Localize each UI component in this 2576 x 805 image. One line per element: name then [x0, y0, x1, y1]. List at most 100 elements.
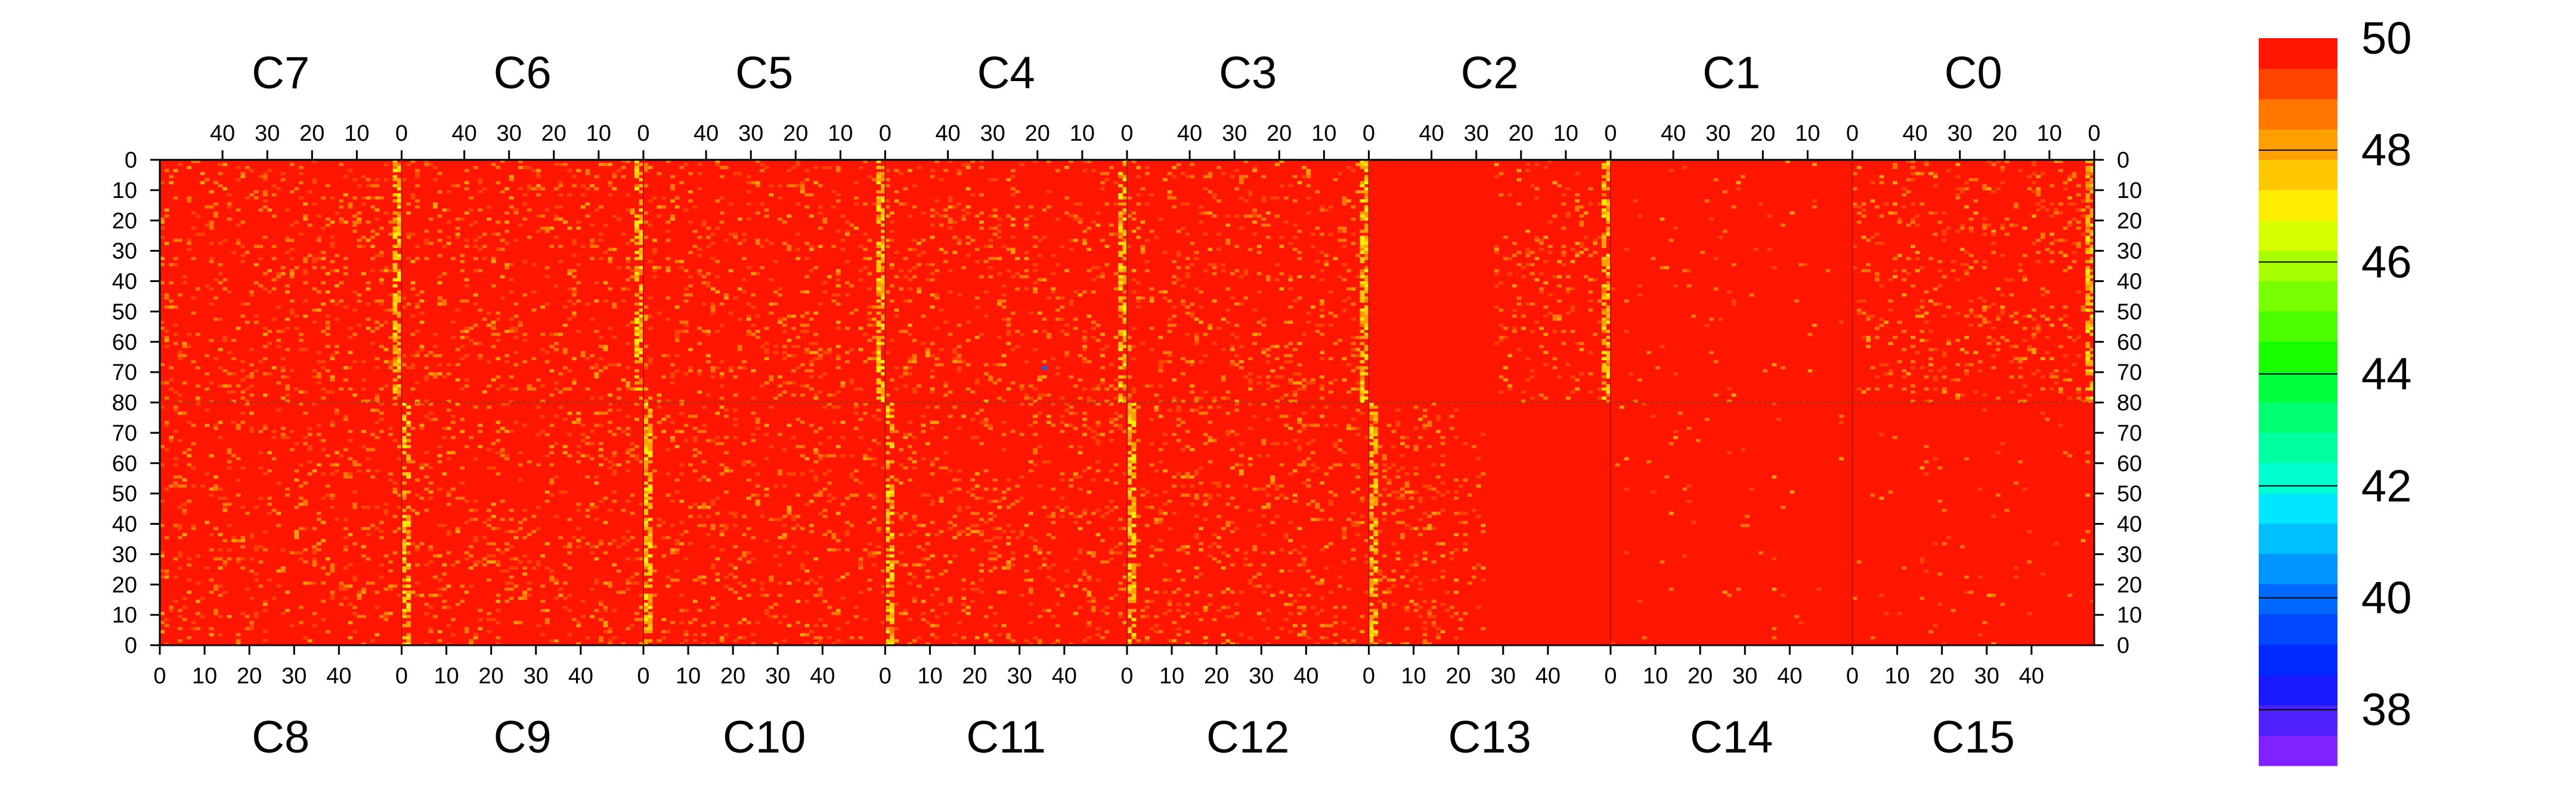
heatmap-cell: [1256, 214, 1262, 218]
heatmap-cell: [1946, 339, 1951, 342]
heatmap-cell: [589, 354, 595, 357]
heatmap-cell: [625, 256, 630, 261]
heatmap-cell: [383, 618, 389, 621]
heatmap-cell: [1561, 262, 1566, 267]
heatmap-cell: [236, 326, 241, 330]
heatmap-cell: [330, 354, 335, 357]
heatmap-cell: [1351, 336, 1356, 339]
heatmap-cell: [294, 469, 299, 473]
heatmap-cell: [2067, 175, 2072, 178]
heatmap-cell: [701, 281, 707, 284]
heatmap-cell: [1543, 396, 1549, 400]
heatmap-cell: [1977, 296, 1983, 300]
heatmap-cell: [518, 642, 523, 646]
heatmap-cell: [330, 378, 335, 382]
heatmap-cell: [410, 281, 416, 284]
heatmap-cell: [917, 290, 921, 294]
heatmap-cell: [2027, 348, 2032, 351]
heatmap-cell: [1364, 314, 1369, 318]
heatmap-cell: [2013, 354, 2018, 357]
heatmap-cell: [2031, 372, 2036, 376]
heatmap-cell: [639, 329, 644, 333]
heatmap-cell: [334, 345, 339, 348]
heatmap-cell: [2089, 250, 2095, 255]
heatmap-cell: [1051, 296, 1056, 300]
heatmap-cell: [1494, 247, 1499, 251]
heatmap-cell: [544, 360, 550, 364]
heatmap-cell: [549, 369, 555, 373]
heatmap-cell: [504, 187, 510, 191]
heatmap-cell: [876, 369, 881, 373]
heatmap-cell: [576, 538, 581, 543]
heatmap-cell: [1288, 305, 1293, 309]
heatmap-cell: [392, 269, 398, 273]
heatmap-cell: [1154, 236, 1159, 239]
heatmap-cell: [253, 281, 259, 284]
heatmap-cell: [1968, 217, 1974, 221]
heatmap-cell: [253, 244, 259, 248]
heatmap-cell: [934, 160, 939, 163]
heatmap-cell: [540, 348, 546, 351]
heatmap-cell: [1154, 202, 1159, 206]
heatmap-cell: [540, 187, 546, 191]
heatmap-cell: [392, 323, 398, 327]
heatmap-cell: [433, 166, 438, 169]
heatmap-cell: [262, 178, 268, 181]
heatmap-cell: [2049, 372, 2054, 376]
heatmap-cell: [876, 199, 881, 203]
heatmap-cell: [352, 393, 357, 397]
heatmap-cell: [1574, 387, 1580, 391]
heatmap-cell: [401, 584, 407, 588]
heatmap-cell: [674, 196, 680, 200]
heatmap-cell: [1360, 296, 1365, 300]
heatmap-cell: [1113, 272, 1119, 275]
heatmap-cell: [253, 369, 259, 373]
heatmap-cell: [1512, 284, 1517, 287]
heatmap-cell: [289, 178, 295, 181]
heatmap-cell: [397, 166, 402, 169]
heatmap-cell: [1668, 169, 1674, 172]
heatmap-cell: [1364, 296, 1369, 300]
heatmap-cell: [1857, 166, 1862, 169]
heatmap-cell: [227, 230, 232, 233]
heatmap-cell: [1292, 399, 1298, 403]
heatmap-cell: [424, 399, 429, 403]
heatmap-cell: [218, 366, 223, 370]
heatmap-cell: [1117, 348, 1123, 351]
heatmap-cell: [1100, 332, 1105, 336]
heatmap-cell: [464, 627, 469, 630]
heatmap-cell: [1136, 202, 1141, 206]
heatmap-cell: [1158, 217, 1163, 221]
heatmap-cell: [218, 593, 223, 597]
heatmap-cell: [178, 527, 182, 530]
heatmap-cell: [661, 375, 666, 379]
heatmap-cell: [240, 466, 245, 470]
heatmap-cell: [1342, 199, 1347, 203]
heatmap-cell: [361, 590, 366, 594]
heatmap-cell: [965, 166, 971, 169]
heatmap-cell: [2085, 293, 2090, 297]
heatmap-cell: [1902, 375, 1906, 379]
heatmap-cell: [1274, 375, 1280, 379]
heatmap-cell: [392, 284, 398, 287]
heatmap-cell: [1601, 302, 1606, 306]
heatmap-cell: [2072, 172, 2077, 175]
heatmap-cell: [227, 557, 232, 561]
heatmap-cell: [303, 548, 308, 552]
heatmap-cell: [357, 293, 362, 297]
heatmap-cell: [1911, 390, 1915, 394]
heatmap-cell: [2031, 308, 2036, 312]
heatmap-cell: [392, 332, 398, 336]
heatmap-cell: [294, 478, 299, 482]
heatmap-cell: [379, 429, 384, 434]
heatmap-cell: [625, 242, 630, 245]
heatmap-cell: [2089, 269, 2095, 273]
heatmap-cell: [2089, 360, 2095, 364]
heatmap-cell: [330, 596, 335, 600]
heatmap-cell: [1915, 233, 1920, 236]
heatmap-cell: [1221, 269, 1226, 273]
heatmap-cell: [715, 329, 720, 333]
heatmap-cell: [1172, 399, 1176, 403]
heatmap-cell: [2089, 239, 2095, 242]
heatmap-cell: [1915, 172, 1920, 175]
